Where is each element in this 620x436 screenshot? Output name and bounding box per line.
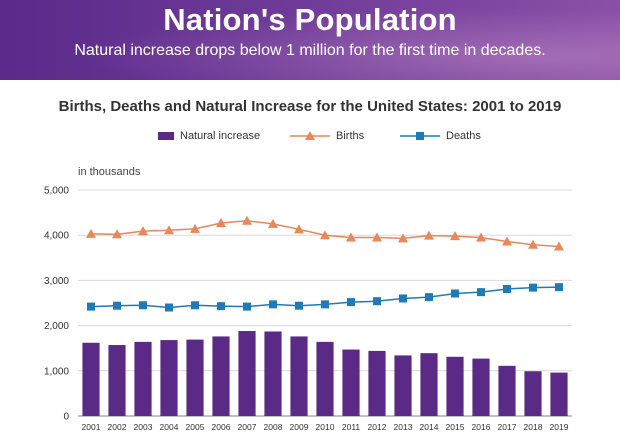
deaths-point <box>165 303 173 312</box>
bar-natural-increase <box>472 358 490 416</box>
unit-label: in thousands <box>78 166 141 178</box>
births-point <box>268 218 278 228</box>
bar-natural-increase <box>420 353 438 416</box>
x-tick-label: 2012 <box>368 422 387 432</box>
births-point <box>398 233 408 243</box>
births-point <box>294 224 304 234</box>
deaths-point <box>477 288 485 297</box>
bar-natural-increase <box>108 345 126 416</box>
y-tick-label: 5,000 <box>44 186 69 197</box>
deaths-point <box>347 298 355 307</box>
deaths-point <box>269 300 277 309</box>
y-tick-label: 4,000 <box>44 231 69 242</box>
births-point <box>190 223 200 233</box>
births-point <box>346 232 356 242</box>
births-point <box>138 226 148 236</box>
deaths-point <box>113 301 121 310</box>
births-point <box>86 228 96 238</box>
deaths-point <box>191 301 199 310</box>
x-tick-label: 2011 <box>342 422 361 432</box>
deaths-point <box>87 302 95 311</box>
legend-label-deaths: Deaths <box>446 130 481 142</box>
births-point <box>528 239 538 249</box>
x-tick-label: 2019 <box>550 422 569 432</box>
bar-natural-increase <box>498 365 516 416</box>
births-point <box>554 241 564 251</box>
legend-item-births: Births <box>290 128 364 144</box>
chart-title: Births, Deaths and Natural Increase for … <box>58 98 562 115</box>
deaths-point <box>139 301 147 310</box>
legend: Natural increase Births Deaths <box>150 128 550 144</box>
x-tick-label: 2018 <box>524 422 543 432</box>
bar-natural-increase <box>82 342 100 416</box>
births-point <box>164 225 174 235</box>
x-tick-label: 2006 <box>212 422 231 432</box>
x-tick-label: 2002 <box>108 422 127 432</box>
banner-title: Nation's Population <box>163 2 457 37</box>
deaths-point <box>503 284 511 293</box>
bar-natural-increase <box>394 355 412 416</box>
x-tick-label: 2001 <box>82 422 101 432</box>
x-tick-label: 2004 <box>160 422 179 432</box>
bar-natural-increase <box>550 372 568 416</box>
bar-natural-increase <box>160 340 178 416</box>
x-tick-label: 2007 <box>238 422 257 432</box>
legend-item-natural-increase: Natural increase <box>158 128 260 144</box>
legend-swatch-births <box>290 131 330 140</box>
births-point <box>216 217 226 227</box>
births-point <box>320 230 330 240</box>
bar-natural-increase <box>290 336 308 416</box>
births-point <box>424 230 434 240</box>
legend-label-births: Births <box>336 130 365 142</box>
x-tick-label: 2008 <box>264 422 283 432</box>
y-tick-label: 1,000 <box>44 366 69 377</box>
deaths-point <box>555 283 563 292</box>
bar-natural-increase <box>368 350 386 416</box>
x-tick-label: 2003 <box>134 422 153 432</box>
deaths-point <box>425 293 433 302</box>
bar-natural-increase <box>446 356 464 416</box>
bar-natural-increase <box>212 336 230 416</box>
bar-natural-increase <box>342 349 360 416</box>
x-tick-label: 2017 <box>498 422 517 432</box>
x-tick-label: 2013 <box>394 422 413 432</box>
banner-glow <box>0 0 620 80</box>
y-tick-label: 3,000 <box>44 276 69 287</box>
legend-swatch-deaths <box>400 132 440 140</box>
x-tick-label: 2005 <box>186 422 205 432</box>
births-point <box>112 229 122 239</box>
births-point <box>502 236 512 246</box>
x-tick-label: 2015 <box>446 422 465 432</box>
legend-label-natural-increase: Natural increase <box>180 130 261 142</box>
bar-natural-increase <box>238 331 256 416</box>
header-banner: Nation's Population Natural increase dro… <box>0 0 620 80</box>
y-tick-label: 0 <box>63 412 69 423</box>
deaths-point <box>451 289 459 298</box>
y-tick-label: 2,000 <box>44 321 69 332</box>
births-point <box>372 232 382 242</box>
legend-swatch-bar <box>158 132 174 140</box>
deaths-point <box>373 297 381 306</box>
bar-natural-increase <box>134 341 152 416</box>
legend-item-deaths: Deaths <box>400 128 481 144</box>
bar-natural-increase <box>186 339 204 416</box>
bar-natural-increase <box>524 371 542 416</box>
births-point <box>476 232 486 242</box>
x-tick-label: 2014 <box>420 422 439 432</box>
deaths-point <box>321 300 329 309</box>
x-tick-label: 2010 <box>316 422 335 432</box>
banner-subtitle: Natural increase drops below 1 million f… <box>74 42 546 59</box>
deaths-point <box>217 302 225 311</box>
deaths-point <box>243 302 251 311</box>
x-tick-label: 2016 <box>472 422 491 432</box>
bar-natural-increase <box>316 341 334 416</box>
births-point <box>242 215 252 225</box>
x-tick-label: 2009 <box>290 422 309 432</box>
deaths-point <box>529 283 537 292</box>
deaths-point <box>295 301 303 310</box>
bar-natural-increase <box>264 331 282 416</box>
births-point <box>450 231 460 241</box>
deaths-point <box>399 294 407 303</box>
